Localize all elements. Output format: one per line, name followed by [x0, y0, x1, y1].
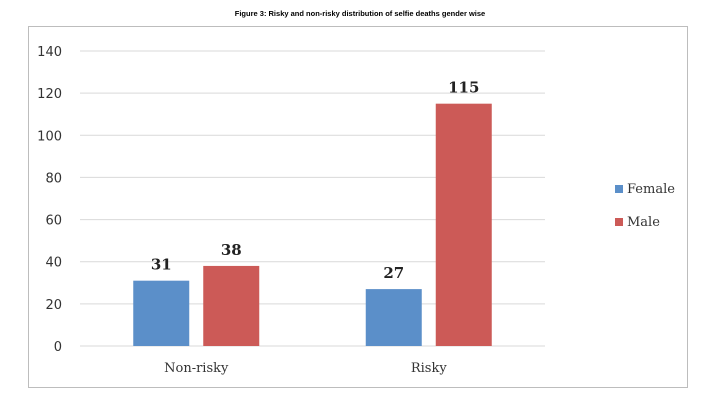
- x-category-label: Non-risky: [164, 361, 229, 376]
- bar-male: [203, 265, 260, 346]
- bar-female: [133, 280, 190, 346]
- data-label: 31: [151, 256, 172, 274]
- data-label: 27: [383, 264, 404, 282]
- chart-frame: [28, 26, 688, 388]
- y-tick-label: 60: [45, 214, 62, 229]
- y-tick-label: 140: [37, 45, 62, 60]
- y-tick-label: 40: [45, 256, 62, 271]
- data-label: 38: [221, 241, 242, 259]
- bar-female: [365, 289, 422, 346]
- legend-label: Female: [627, 182, 675, 197]
- figure-caption: Figure 3: Risky and non-risky distributi…: [234, 9, 486, 18]
- bar-male: [435, 103, 492, 346]
- y-tick-label: 0: [54, 340, 62, 355]
- legend-swatch-male: [615, 218, 623, 226]
- y-tick-label: 20: [45, 298, 62, 313]
- y-tick-label: 80: [45, 171, 62, 186]
- x-category-label: Risky: [411, 361, 447, 376]
- legend-label: Male: [627, 215, 660, 230]
- data-label: 115: [448, 79, 479, 97]
- legend-swatch-female: [615, 185, 623, 193]
- y-tick-label: 120: [37, 87, 62, 102]
- y-tick-label: 100: [37, 129, 62, 144]
